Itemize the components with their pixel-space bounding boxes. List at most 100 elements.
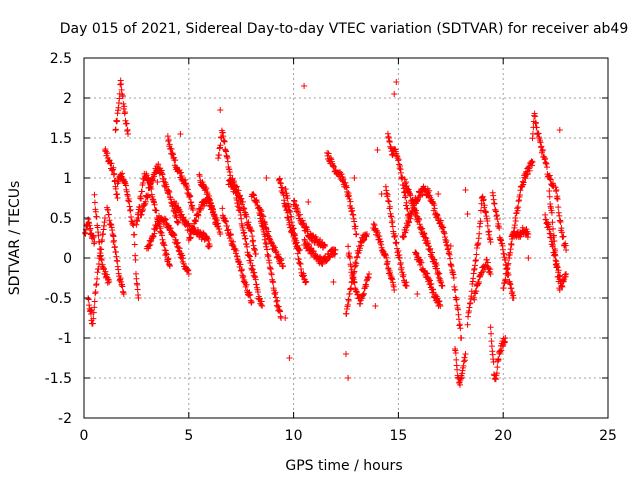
- data-point: [480, 196, 487, 203]
- data-point: [95, 232, 102, 239]
- data-point: [524, 170, 531, 177]
- data-point: [173, 200, 180, 207]
- data-point: [227, 231, 234, 237]
- data-point: [374, 147, 381, 153]
- data-point: [345, 297, 352, 304]
- data-point: [473, 288, 480, 295]
- y-tick-label: 1.5: [50, 131, 72, 147]
- data-point: [95, 260, 102, 267]
- data-point: [247, 291, 254, 298]
- data-point: [93, 213, 100, 220]
- data-point: [238, 266, 245, 273]
- data-point: [245, 219, 252, 226]
- data-point: [400, 233, 407, 240]
- data-point: [388, 213, 395, 220]
- y-tick-label: -0.5: [45, 291, 72, 307]
- data-point: [102, 268, 109, 275]
- data-point: [177, 169, 184, 176]
- axis-ticks: 0 5 10 15 20 25 -2 -1.5 -1 -0.5 0 0.5 1 1.5 2 2.5: [45, 51, 617, 444]
- data-point: [111, 237, 118, 244]
- data-point: [195, 212, 202, 219]
- data-point: [453, 296, 460, 303]
- data-point: [453, 356, 460, 363]
- data-point: [131, 231, 138, 238]
- data-point: [121, 103, 128, 110]
- data-point: [127, 206, 134, 213]
- data-point: [288, 213, 295, 220]
- data-point: [454, 366, 461, 373]
- data-point: [419, 225, 426, 232]
- data-point: [110, 164, 117, 171]
- data-point: [110, 239, 117, 245]
- data-point: [511, 222, 518, 229]
- data-point: [407, 192, 414, 199]
- data-point: [264, 246, 271, 253]
- data-point: [546, 188, 553, 195]
- data-point: [91, 298, 98, 305]
- data-point: [317, 236, 324, 243]
- data-point: [304, 240, 311, 247]
- data-point: [235, 187, 242, 194]
- data-point: [495, 356, 502, 363]
- data-point: [457, 325, 464, 332]
- data-point: [177, 131, 184, 137]
- data-point: [178, 172, 185, 179]
- data-point: [165, 136, 172, 143]
- data-point: [488, 343, 495, 350]
- data-point: [243, 281, 250, 288]
- data-point: [505, 260, 512, 267]
- data-point: [135, 295, 142, 301]
- data-point: [296, 247, 303, 253]
- data-point: [529, 159, 536, 165]
- data-point: [282, 315, 289, 321]
- data-point: [384, 191, 391, 198]
- data-point: [211, 212, 218, 219]
- data-point: [134, 218, 141, 225]
- data-point: [225, 226, 232, 233]
- data-point: [353, 231, 360, 237]
- data-point: [284, 195, 291, 202]
- data-point: [502, 276, 509, 283]
- data-point: [555, 267, 562, 274]
- data-point: [235, 200, 242, 207]
- data-point: [391, 287, 398, 293]
- data-point: [112, 126, 119, 133]
- data-point: [460, 362, 467, 369]
- data-point: [197, 206, 204, 213]
- data-point: [476, 230, 483, 237]
- data-point: [85, 296, 92, 303]
- data-point: [352, 223, 359, 230]
- data-point: [131, 241, 138, 248]
- data-point: [509, 288, 516, 295]
- y-tick-label: 0: [63, 251, 72, 267]
- data-point: [250, 237, 257, 244]
- data-point: [254, 288, 261, 295]
- data-point: [552, 252, 559, 259]
- data-point: [447, 243, 454, 249]
- data-point: [270, 279, 277, 286]
- data-point: [512, 217, 519, 224]
- data-point: [125, 131, 132, 137]
- data-point: [555, 209, 562, 216]
- data-point: [510, 295, 517, 301]
- data-point: [347, 263, 354, 270]
- data-point: [483, 256, 490, 263]
- data-point: [177, 208, 184, 215]
- data-point: [556, 287, 563, 293]
- data-point: [150, 177, 157, 184]
- data-point: [237, 261, 244, 268]
- data-point: [280, 192, 287, 199]
- data-point: [461, 357, 468, 364]
- data-point: [464, 211, 471, 217]
- data-point: [189, 207, 196, 213]
- data-point: [363, 283, 370, 290]
- data-point: [175, 219, 182, 225]
- data-point: [455, 306, 462, 313]
- x-tick-label: 20: [494, 428, 512, 444]
- data-point: [462, 351, 469, 357]
- data-point: [553, 187, 560, 194]
- data-point: [91, 191, 98, 198]
- data-point: [247, 257, 254, 264]
- data-point: [120, 291, 127, 297]
